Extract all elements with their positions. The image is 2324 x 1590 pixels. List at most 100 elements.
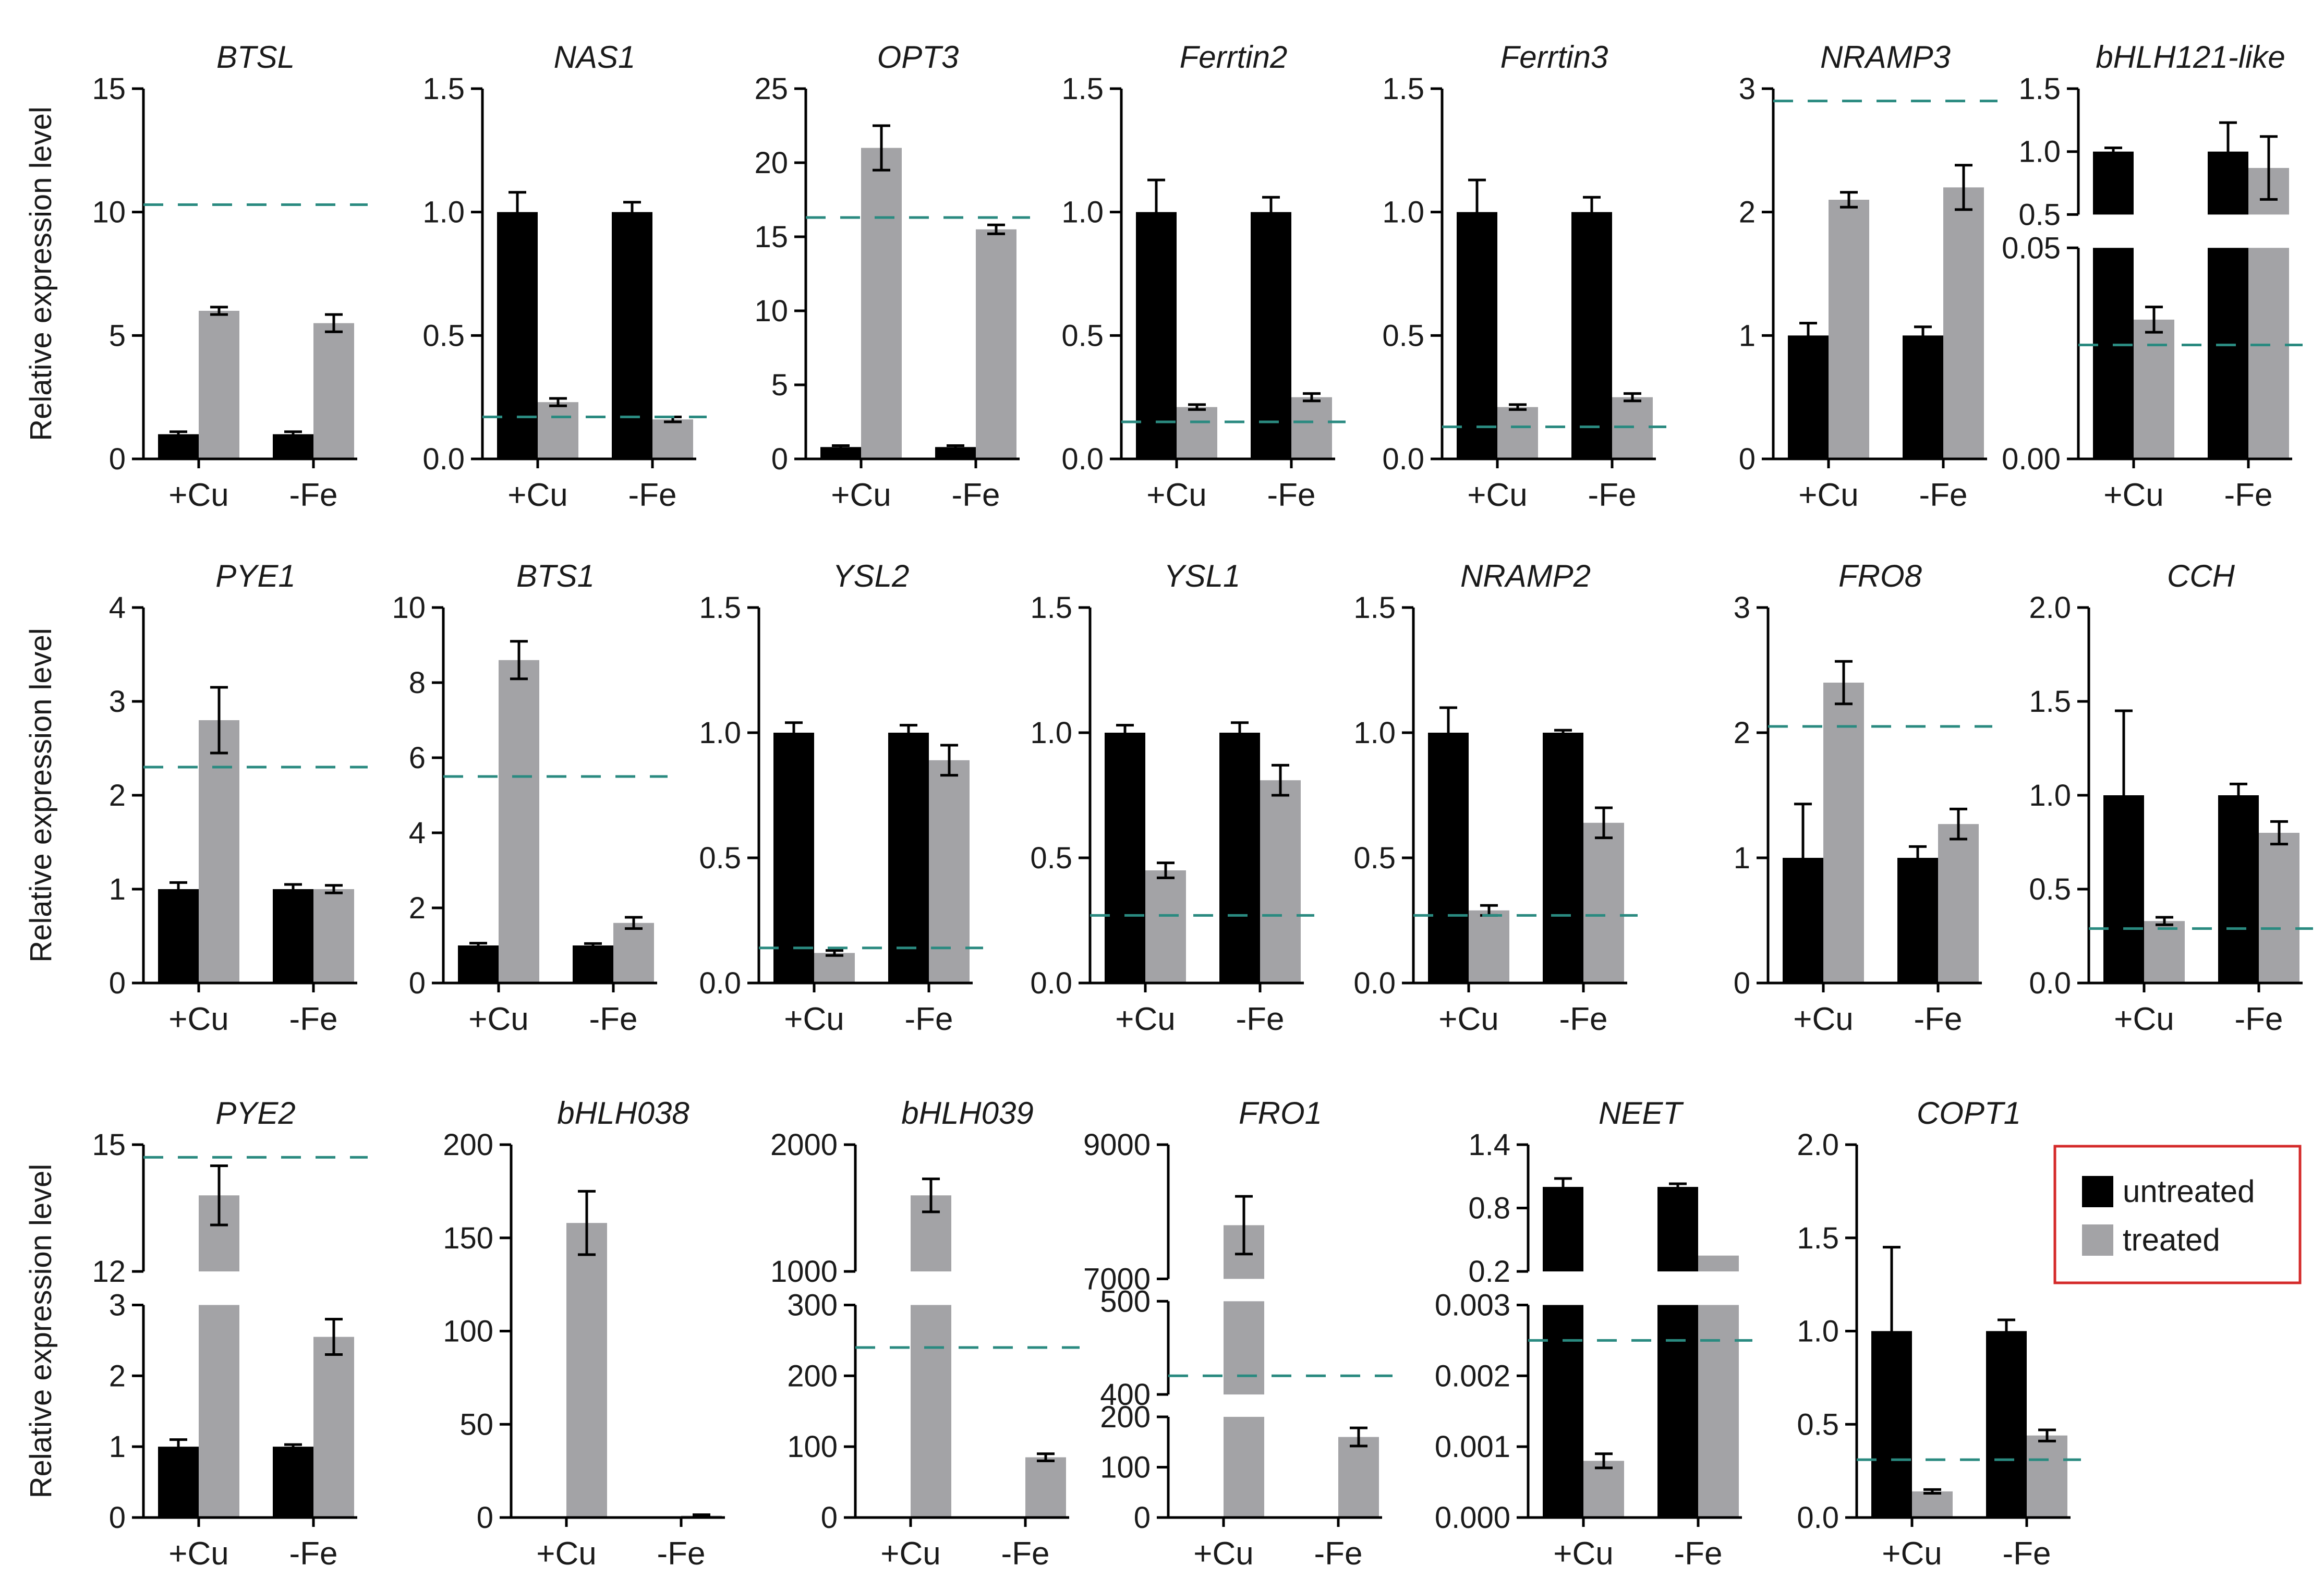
- bar-treated: [499, 660, 539, 983]
- bar-treated: [652, 419, 693, 459]
- bar-untreated: [1986, 1331, 2027, 1518]
- bar-treated: [1338, 1437, 1379, 1518]
- panel-title: PYE2: [215, 1096, 295, 1131]
- y-axis-label: Relative expression level: [24, 106, 58, 441]
- y-tick-label: 3: [109, 685, 126, 719]
- y-tick-label: 1000: [770, 1255, 838, 1289]
- y-tick-label: 0.5: [699, 841, 741, 875]
- panel-title: bHLH039: [901, 1096, 1034, 1131]
- bar-untreated: [1903, 335, 1943, 459]
- bar-treated: [911, 1195, 951, 1518]
- y-tick-label: 1.5: [1061, 72, 1104, 106]
- x-tick-label: -Fe: [1236, 1001, 1285, 1037]
- x-tick-label: -Fe: [2235, 1001, 2283, 1037]
- bar-treated: [1823, 683, 1864, 983]
- y-tick-label: 100: [443, 1315, 493, 1349]
- bar-untreated: [158, 434, 199, 459]
- x-tick-label: +Cu: [880, 1536, 940, 1572]
- axis-break-gap: [1530, 1271, 1739, 1305]
- x-tick-label: +Cu: [1146, 477, 1206, 513]
- y-tick-label: 1: [109, 1430, 126, 1464]
- y-tick-label: 8: [409, 666, 426, 700]
- y-tick-label: 2: [109, 779, 126, 812]
- y-tick-label: 0.5: [1061, 319, 1104, 353]
- bar-treated: [1291, 397, 1332, 459]
- y-tick-label: 3: [1739, 72, 1756, 106]
- y-tick-label: 3: [1734, 591, 1750, 625]
- x-tick-label: -Fe: [1001, 1536, 1050, 1572]
- bar-untreated: [273, 889, 313, 983]
- y-tick-label: 0: [1734, 966, 1750, 1000]
- bar-treated: [2248, 168, 2289, 459]
- y-tick-label: 1: [1734, 841, 1750, 875]
- bar-treated: [566, 1223, 607, 1518]
- y-tick-label: 3: [109, 1288, 126, 1322]
- y-tick-label: 1.5: [1030, 591, 1072, 625]
- bar-treated: [2134, 319, 2174, 459]
- y-tick-label: 0: [409, 966, 426, 1000]
- chart-panel: 0.00 0.050.5 1.0 1.5 +Cu -Fe bHLH121-like: [2002, 40, 2303, 513]
- y-tick-label: 10: [754, 294, 788, 328]
- x-tick-label: -Fe: [952, 477, 1000, 513]
- y-tick-label: 1.0: [1382, 196, 1424, 229]
- x-tick-label: +Cu: [1793, 1001, 1853, 1037]
- bar-treated: [976, 229, 1016, 459]
- y-tick-label: 0: [109, 966, 126, 1000]
- bar-treated: [1224, 1225, 1264, 1518]
- bar-untreated: [573, 945, 613, 983]
- bar-treated: [1912, 1491, 1953, 1518]
- y-tick-label: 0: [477, 1501, 493, 1535]
- bar-untreated: [158, 889, 199, 983]
- y-tick-label: 0: [771, 442, 788, 476]
- bar-untreated: [1543, 733, 1583, 983]
- y-tick-label: 0.5: [1030, 841, 1072, 875]
- bar-treated: [313, 323, 354, 459]
- chart-panel: 0 5 10 15 +Cu -Fe BTSL Relative expression leve…: [24, 40, 368, 513]
- x-tick-label: -Fe: [628, 477, 677, 513]
- chart-panel: 0.0 0.5 1.0 1.5 +Cu -Fe NAS1: [422, 40, 707, 513]
- panel-title: Ferrtin3: [1500, 40, 1608, 75]
- y-tick-label: 0.05: [2002, 231, 2061, 265]
- legend-box: [2053, 1145, 2302, 1284]
- y-tick-label: 9000: [1083, 1128, 1151, 1162]
- y-tick-label: 2: [409, 891, 426, 925]
- x-tick-label: +Cu: [1882, 1536, 1942, 1572]
- bar-untreated: [1251, 212, 1291, 459]
- bar-treated: [1583, 1461, 1624, 1518]
- panel-title: bHLH038: [557, 1096, 689, 1131]
- y-tick-label: 1.5: [422, 72, 465, 106]
- y-tick-label: 1: [1739, 319, 1756, 353]
- y-tick-label: 0.00: [2002, 442, 2061, 476]
- x-tick-label: -Fe: [1559, 1001, 1608, 1037]
- y-tick-label: 0: [821, 1501, 838, 1535]
- y-tick-label: 0.0: [422, 442, 465, 476]
- bar-untreated: [273, 434, 313, 459]
- bar-treated: [1938, 824, 1979, 983]
- panel-title: bHLH121-like: [2096, 40, 2285, 75]
- y-tick-label: 4: [409, 816, 426, 850]
- y-tick-label: 1.0: [1797, 1315, 1839, 1349]
- chart-panel: 0.0 0.5 1.0 1.5 +Cu -Fe Ferrtin3: [1382, 40, 1666, 513]
- bar-treated: [2259, 833, 2299, 983]
- bar-untreated: [1657, 1187, 1698, 1518]
- x-tick-label: +Cu: [1467, 477, 1527, 513]
- bar-treated: [1469, 910, 1509, 983]
- y-tick-label: 15: [754, 220, 788, 254]
- panel-title: BTS1: [516, 559, 595, 593]
- y-tick-label: 2: [1739, 196, 1756, 229]
- chart-panel: 0.0 0.5 1.0 1.5 +Cu -Fe YSL2: [699, 559, 983, 1037]
- y-tick-label: 100: [787, 1430, 838, 1464]
- y-tick-label: 50: [459, 1407, 493, 1441]
- y-tick-label: 5: [771, 368, 788, 402]
- panel-title: COPT1: [1917, 1096, 2021, 1131]
- bar-untreated: [2093, 151, 2134, 459]
- bar-untreated: [273, 1447, 313, 1518]
- legend-label-treated: treated: [2123, 1222, 2220, 1257]
- panel-title: PYE1: [215, 559, 295, 593]
- x-tick-label: +Cu: [831, 477, 891, 513]
- legend: untreated treated: [2053, 1145, 2302, 1284]
- chart-panel: 0 1 2 3 +Cu -Fe NRAMP3: [1739, 40, 1998, 513]
- bar-untreated: [1788, 335, 1829, 459]
